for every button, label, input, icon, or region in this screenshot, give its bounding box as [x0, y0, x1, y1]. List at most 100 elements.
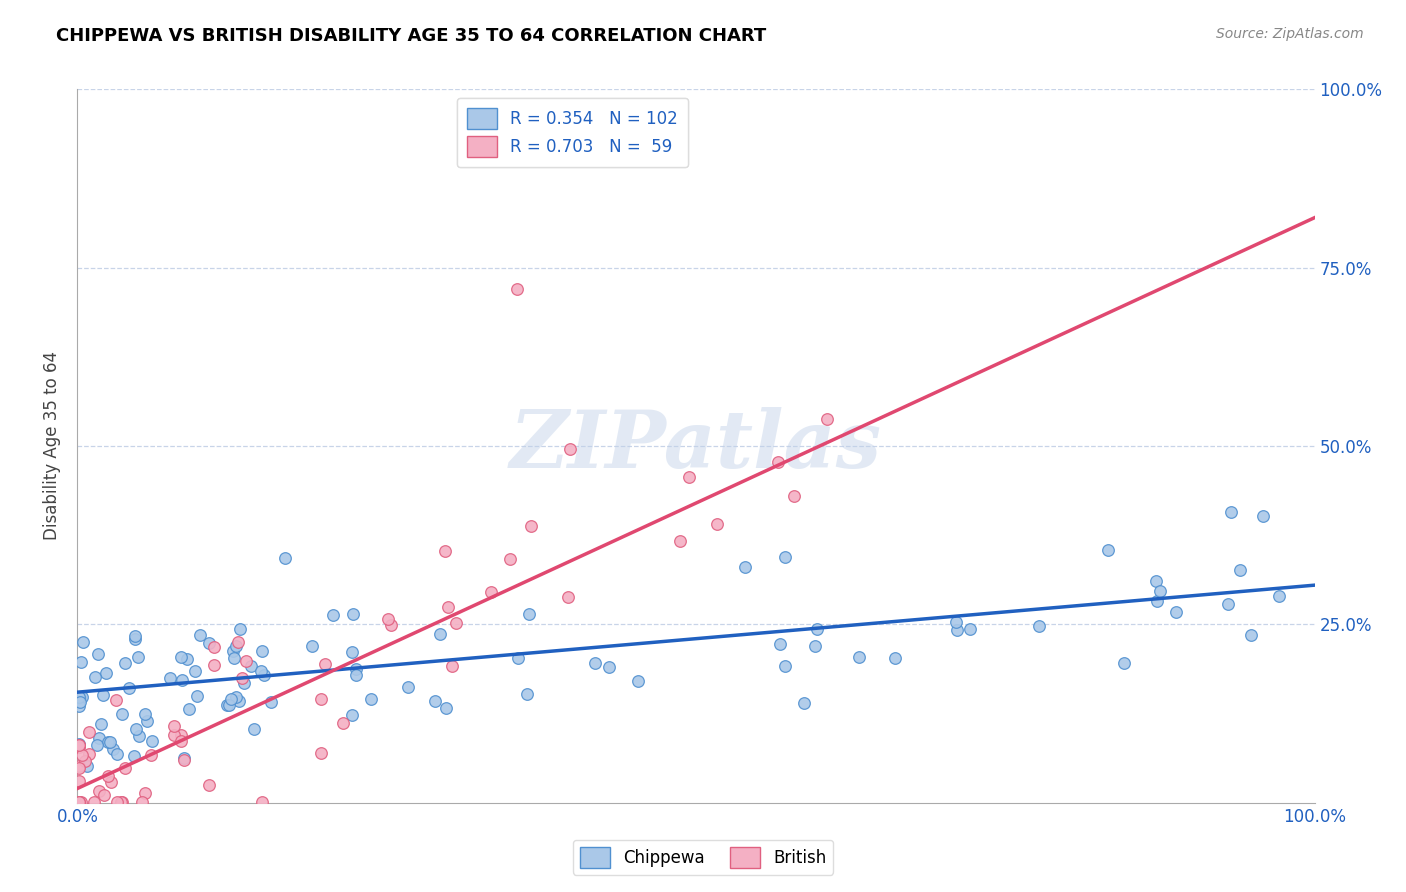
Point: [114, 761, 136, 775]
Point: [202, 657, 225, 672]
Point: [1239, 628, 1261, 642]
Text: Source: ZipAtlas.com: Source: ZipAtlas.com: [1216, 27, 1364, 41]
Point: [344, 662, 367, 676]
Point: [627, 674, 650, 689]
Point: [90, 717, 112, 731]
Point: [252, 644, 274, 658]
Point: [67, 739, 90, 753]
Point: [111, 707, 134, 722]
Point: [70, 656, 93, 670]
Point: [446, 616, 468, 631]
Point: [69, 795, 91, 809]
Point: [314, 657, 336, 671]
Point: [84, 670, 107, 684]
Point: [103, 741, 125, 756]
Point: [1216, 597, 1239, 611]
Point: [186, 689, 208, 703]
Point: [172, 673, 194, 687]
Point: [793, 697, 815, 711]
Point: [67, 740, 90, 755]
Point: [67, 795, 90, 809]
Point: [218, 698, 240, 713]
Point: [396, 681, 419, 695]
Legend: R = 0.354   N = 102, R = 0.703   N =  59: R = 0.354 N = 102, R = 0.703 N = 59: [457, 97, 688, 167]
Point: [91, 688, 114, 702]
Point: [301, 639, 323, 653]
Point: [734, 560, 756, 574]
Point: [67, 737, 90, 751]
Point: [67, 759, 90, 773]
Point: [1146, 594, 1168, 608]
Point: [111, 795, 134, 809]
Point: [100, 775, 122, 789]
Point: [706, 517, 728, 532]
Point: [69, 695, 91, 709]
Point: [783, 489, 806, 503]
Point: [322, 607, 344, 622]
Point: [93, 788, 115, 802]
Point: [516, 687, 538, 701]
Point: [360, 692, 382, 706]
Point: [124, 629, 146, 643]
Point: [848, 649, 870, 664]
Point: [235, 654, 257, 668]
Point: [217, 698, 239, 712]
Point: [176, 651, 198, 665]
Point: [67, 690, 90, 704]
Point: [87, 731, 110, 745]
Point: [134, 786, 156, 800]
Point: [228, 694, 250, 708]
Point: [340, 645, 363, 659]
Point: [67, 738, 90, 752]
Point: [202, 640, 225, 654]
Point: [1149, 584, 1171, 599]
Point: [557, 590, 579, 604]
Point: [225, 640, 247, 654]
Point: [118, 681, 141, 695]
Point: [505, 282, 527, 296]
Point: [342, 607, 364, 622]
Point: [198, 778, 221, 792]
Point: [169, 734, 191, 748]
Point: [806, 622, 828, 636]
Point: [136, 714, 159, 728]
Point: [804, 639, 827, 653]
Point: [519, 519, 541, 533]
Point: [436, 599, 458, 614]
Point: [173, 751, 195, 765]
Point: [1251, 509, 1274, 524]
Point: [98, 735, 121, 749]
Point: [434, 701, 457, 715]
Point: [479, 584, 502, 599]
Point: [72, 748, 94, 763]
Point: [815, 412, 838, 426]
Point: [1114, 657, 1136, 671]
Point: [184, 664, 207, 678]
Point: [76, 758, 98, 772]
Point: [141, 734, 163, 748]
Point: [945, 615, 967, 629]
Point: [1144, 574, 1167, 589]
Point: [169, 649, 191, 664]
Point: [224, 651, 246, 665]
Point: [134, 706, 156, 721]
Point: [380, 618, 402, 632]
Point: [127, 649, 149, 664]
Point: [69, 691, 91, 706]
Point: [243, 722, 266, 736]
Point: [1268, 589, 1291, 603]
Point: [97, 735, 120, 749]
Legend: Chippewa, British: Chippewa, British: [574, 840, 832, 875]
Point: [110, 795, 132, 809]
Point: [1164, 605, 1187, 619]
Point: [946, 623, 969, 637]
Point: [517, 607, 540, 622]
Point: [240, 659, 263, 673]
Point: [141, 748, 163, 763]
Point: [506, 651, 529, 665]
Point: [125, 723, 148, 737]
Point: [669, 534, 692, 549]
Point: [309, 746, 332, 760]
Point: [73, 754, 96, 768]
Point: [959, 622, 981, 636]
